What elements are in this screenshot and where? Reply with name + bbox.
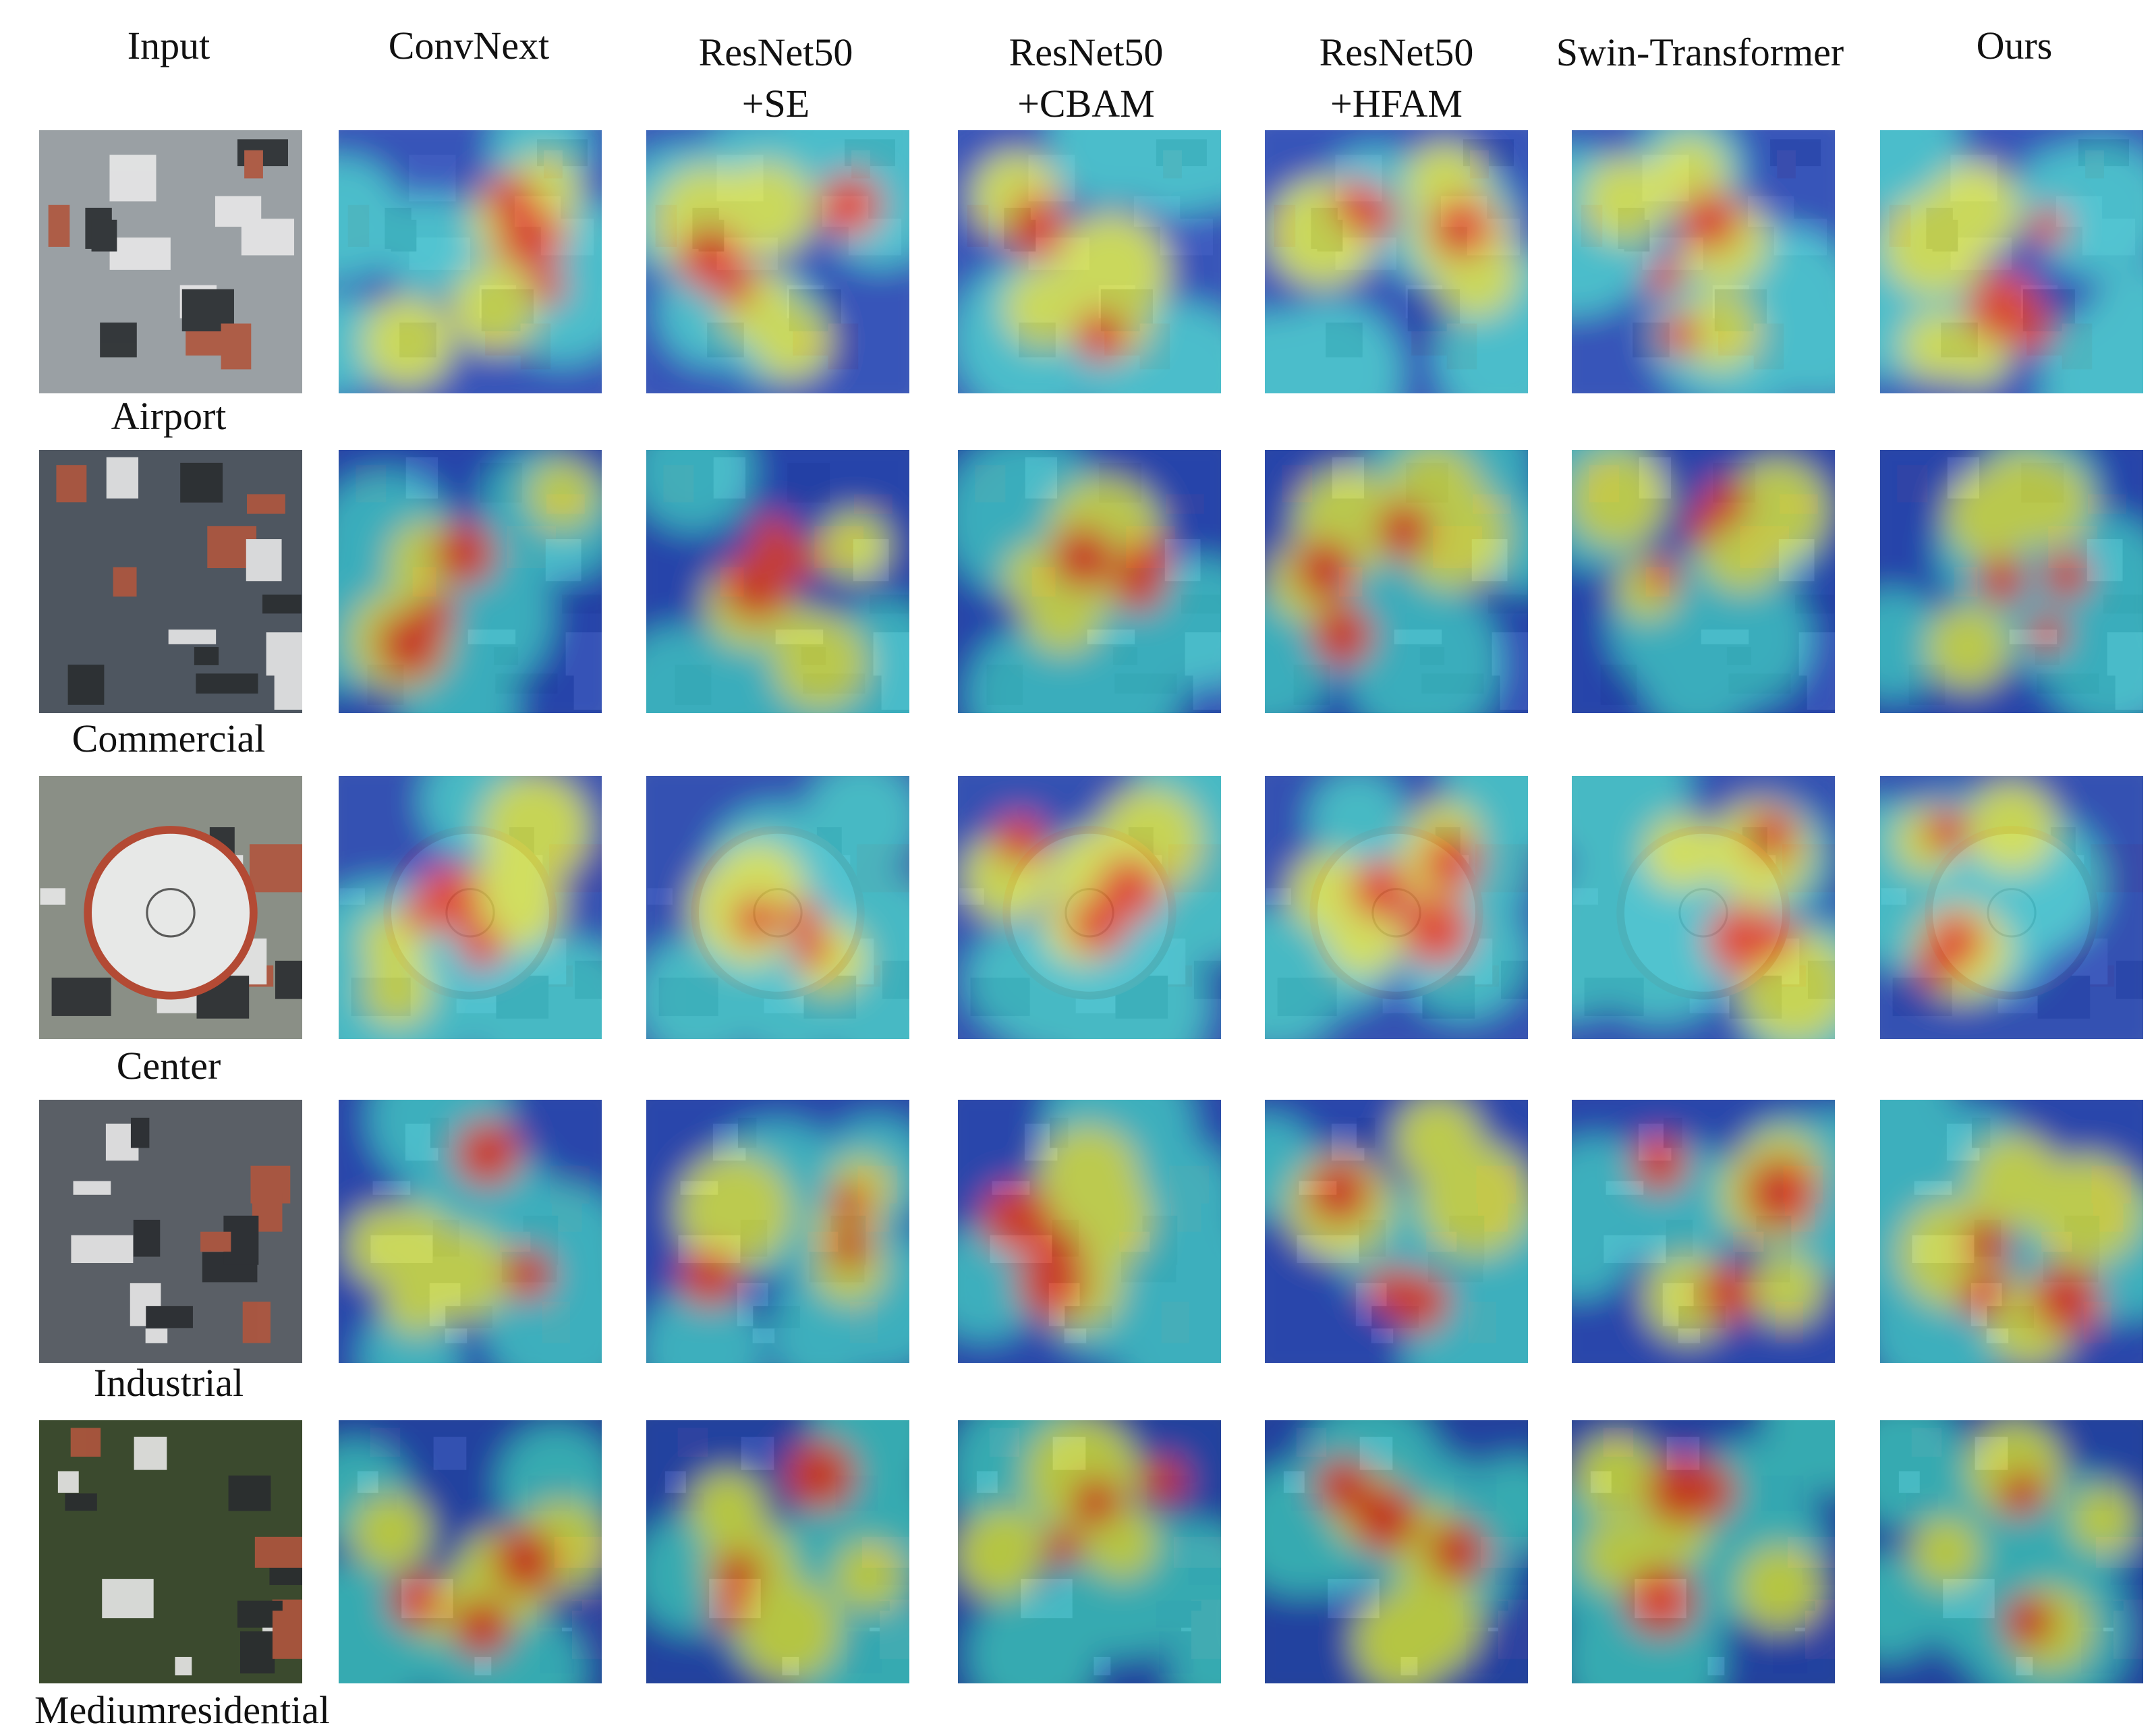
tile-graphic [339,776,602,1039]
tile-mediumresidential-ours [1880,1420,2143,1683]
tile-graphic [958,776,1221,1039]
tile-graphic [1265,1100,1528,1363]
tile-graphic [1572,1420,1835,1683]
tile-graphic [1880,1420,2143,1683]
header-ours: Ours [1976,24,2053,67]
tile-center-resnet50-se [646,776,909,1039]
tile-airport-resnet50-cbam [958,130,1221,393]
tile-graphic [1265,450,1528,713]
tile-graphic [339,450,602,713]
tile-graphic [339,130,602,393]
tile-graphic [1265,130,1528,393]
tile-center-resnet50-cbam [958,776,1221,1039]
tile-industrial-convnext [339,1100,602,1363]
tile-commercial-resnet50-se [646,450,909,713]
tile-mediumresidential-resnet50-hfam [1265,1420,1528,1683]
tile-graphic [958,1100,1221,1363]
tile-graphic [958,130,1221,393]
tile-commercial-input [39,450,302,713]
tile-graphic [958,1420,1221,1683]
tile-airport-input [39,130,302,393]
tile-graphic [339,1100,602,1363]
tile-commercial-swin-transformer [1572,450,1835,713]
tile-graphic [1880,776,2143,1039]
tile-airport-resnet50-hfam [1265,130,1528,393]
tile-graphic [1572,130,1835,393]
tile-mediumresidential-convnext [339,1420,602,1683]
row-label-airport: Airport [111,394,227,438]
tile-commercial-resnet50-hfam [1265,450,1528,713]
tile-graphic [39,450,302,713]
tile-center-ours [1880,776,2143,1039]
header-resnet50-se: ResNet50 +SE [698,30,853,125]
tile-commercial-resnet50-cbam [958,450,1221,713]
tile-graphic [1265,1420,1528,1683]
tile-graphic [1572,450,1835,713]
tile-graphic [39,130,302,393]
header-convnext: ConvNext [388,24,550,67]
row-label-commercial: Commercial [72,717,266,760]
tile-graphic [339,1420,602,1683]
tile-mediumresidential-input [39,1420,302,1683]
tile-graphic [1572,1100,1835,1363]
tile-mediumresidential-resnet50-se [646,1420,909,1683]
tile-graphic [39,1100,302,1363]
tile-graphic [1265,776,1528,1039]
header-input: Input [127,24,210,67]
tile-graphic [646,130,909,393]
tile-airport-swin-transformer [1572,130,1835,393]
tile-center-resnet50-hfam [1265,776,1528,1039]
tile-mediumresidential-swin-transformer [1572,1420,1835,1683]
tile-commercial-ours [1880,450,2143,713]
tile-center-swin-transformer [1572,776,1835,1039]
row-label-center: Center [116,1044,221,1088]
tile-industrial-resnet50-se [646,1100,909,1363]
tile-graphic [646,1420,909,1683]
tile-commercial-convnext [339,450,602,713]
header-resnet50-cbam: ResNet50 +CBAM [1009,30,1164,125]
tile-graphic [1880,450,2143,713]
row-label-industrial: Industrial [93,1361,244,1405]
header-swin-transformer: Swin-Transformer [1556,30,1844,74]
tile-graphic [646,450,909,713]
tile-center-input [39,776,302,1039]
tile-industrial-swin-transformer [1572,1100,1835,1363]
tile-center-convnext [339,776,602,1039]
tile-industrial-ours [1880,1100,2143,1363]
tile-graphic [958,450,1221,713]
tile-industrial-resnet50-hfam [1265,1100,1528,1363]
tile-graphic [39,776,302,1039]
tile-graphic [39,1420,302,1683]
tile-graphic [646,1100,909,1363]
tile-industrial-resnet50-cbam [958,1100,1221,1363]
tile-graphic [1880,1100,2143,1363]
header-resnet50-hfam: ResNet50 +HFAM [1319,30,1474,125]
tile-airport-resnet50-se [646,130,909,393]
tile-graphic [1572,776,1835,1039]
tile-industrial-input [39,1100,302,1363]
tile-airport-convnext [339,130,602,393]
tile-graphic [1880,130,2143,393]
tile-graphic [646,776,909,1039]
tile-mediumresidential-resnet50-cbam [958,1420,1221,1683]
row-label-mediumresidential: Mediumresidential [34,1688,331,1732]
tile-airport-ours [1880,130,2143,393]
